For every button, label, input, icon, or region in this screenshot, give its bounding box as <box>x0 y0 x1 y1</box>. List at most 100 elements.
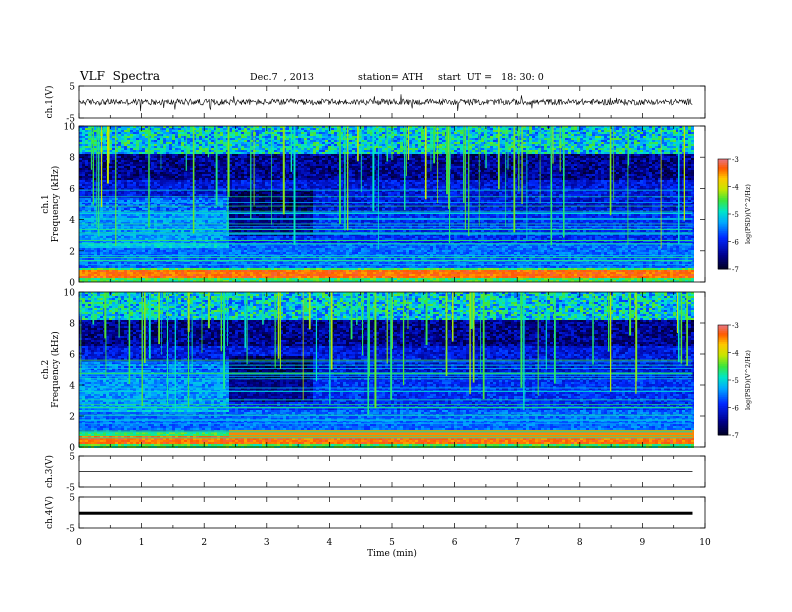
colorbar-cell <box>718 177 728 180</box>
colorbar-cell <box>718 365 728 368</box>
colorbar-cell <box>718 248 728 252</box>
colorbar-tick-label: -5 <box>732 211 739 219</box>
y-tick-label: 6 <box>69 351 75 361</box>
colorbar-cell <box>718 429 728 432</box>
colorbar-tick-label: -7 <box>732 266 739 274</box>
x-axis-label: Time (min) <box>367 548 417 559</box>
colorbar-tick-label: -6 <box>732 405 739 413</box>
colorbar-cell <box>718 166 728 169</box>
ch1-waveform-line <box>78 94 693 112</box>
colorbar-cell <box>718 210 728 213</box>
ch1-spectrogram-image <box>79 126 694 282</box>
x-tick-label: 0 <box>76 538 82 548</box>
colorbar-cell <box>718 413 728 416</box>
colorbar-cell <box>718 403 728 407</box>
colorbar-cell <box>718 252 728 255</box>
y-axis-label: ch.1(V) <box>44 86 55 119</box>
colorbar-cell <box>718 367 728 370</box>
colorbar-cell <box>718 418 728 421</box>
colorbar-cell <box>718 400 728 403</box>
y-tick-label: 2 <box>69 247 75 257</box>
colorbar-cell <box>718 173 728 176</box>
colorbar-tick-label: -5 <box>732 377 739 385</box>
y-tick-label: 0 <box>69 444 75 454</box>
colorbar-cell <box>718 427 728 430</box>
colorbar-cell <box>718 170 728 173</box>
y-tick-label: 8 <box>69 154 75 164</box>
colorbar-cell <box>718 387 728 390</box>
colorbar-cell <box>718 416 728 419</box>
y-tick-label: -5 <box>66 525 75 535</box>
date-label: Dec.7 , 2013 <box>250 72 314 83</box>
colorbar-cell <box>718 374 728 377</box>
colorbar-cell <box>718 184 728 187</box>
colorbar-cell <box>718 219 728 222</box>
colorbar-cell <box>718 405 728 408</box>
colorbar-cell <box>718 425 728 429</box>
y-tick-label: 5 <box>69 453 75 463</box>
colorbar-tick-label: -3 <box>732 322 739 330</box>
colorbar-cell <box>718 391 728 394</box>
colorbar-cell <box>718 356 728 359</box>
colorbar-cell <box>718 258 728 261</box>
y-tick-label: 2 <box>69 413 75 423</box>
colorbar-cell <box>718 359 728 363</box>
y-axis-label: Frequency (kHz) <box>50 331 61 408</box>
ch2-spectrogram-image <box>79 292 694 448</box>
colorbar-cell <box>718 223 728 226</box>
colorbar-cell <box>718 409 728 412</box>
y-axis-label: ch.1 <box>41 194 51 213</box>
colorbar-cell <box>718 265 728 268</box>
y-tick-label: 10 <box>64 289 76 299</box>
colorbar-cell <box>718 206 728 209</box>
y-axis-label: ch.3(V) <box>44 455 55 488</box>
colorbar-cell <box>718 254 728 257</box>
colorbar-cell <box>718 352 728 355</box>
x-tick-label: 4 <box>327 538 333 548</box>
colorbar-cell <box>718 422 728 425</box>
colorbar-label: log(PSD)(V^2/Hz) <box>744 184 752 244</box>
colorbar-cell <box>718 160 728 164</box>
colorbar-cell <box>718 230 728 233</box>
x-tick-label: 5 <box>389 538 395 548</box>
x-tick-label: 1 <box>139 538 145 548</box>
colorbar-cell <box>718 337 728 341</box>
colorbar-cell <box>718 407 728 410</box>
colorbar-cell <box>718 188 728 191</box>
colorbar-cell <box>718 267 728 270</box>
colorbar-label: log(PSD)(V^2/Hz) <box>744 350 752 410</box>
colorbar-cell <box>718 221 728 224</box>
colorbar-cell <box>718 225 728 228</box>
colorbar-cell <box>718 392 728 396</box>
y-tick-label: 8 <box>69 320 75 330</box>
colorbar-cell <box>718 243 728 246</box>
colorbar-cell <box>718 212 728 215</box>
colorbar-cell <box>718 175 728 178</box>
colorbar-cell <box>718 197 728 200</box>
y-axis-label: ch.4(V) <box>44 496 55 529</box>
y-axis-label: Frequency (kHz) <box>50 166 61 243</box>
colorbar-cell <box>718 228 728 231</box>
station-label: station= ATH <box>358 72 423 83</box>
colorbar-cell <box>718 369 728 372</box>
colorbar-cell <box>718 241 728 244</box>
colorbar-cell <box>718 348 728 352</box>
x-tick-label: 2 <box>201 538 207 548</box>
colorbar-cell <box>718 345 728 348</box>
y-tick-label: 5 <box>69 494 75 504</box>
colorbar-tick-label: -7 <box>732 432 739 440</box>
colorbar-cell <box>718 376 728 379</box>
colorbar-cell <box>718 164 728 167</box>
colorbar-cell <box>718 332 728 335</box>
colorbar-cell <box>718 182 728 186</box>
figure-title: VLF Spectra <box>80 69 160 83</box>
colorbar-cell <box>718 190 728 193</box>
y-axis-label: ch.2 <box>41 360 51 379</box>
colorbar-cell <box>718 171 728 175</box>
colorbar-cell <box>718 350 728 353</box>
x-tick-label: 3 <box>264 538 270 548</box>
colorbar-cell <box>718 193 728 197</box>
colorbar-cell <box>718 381 728 385</box>
colorbar-cell <box>718 431 728 434</box>
